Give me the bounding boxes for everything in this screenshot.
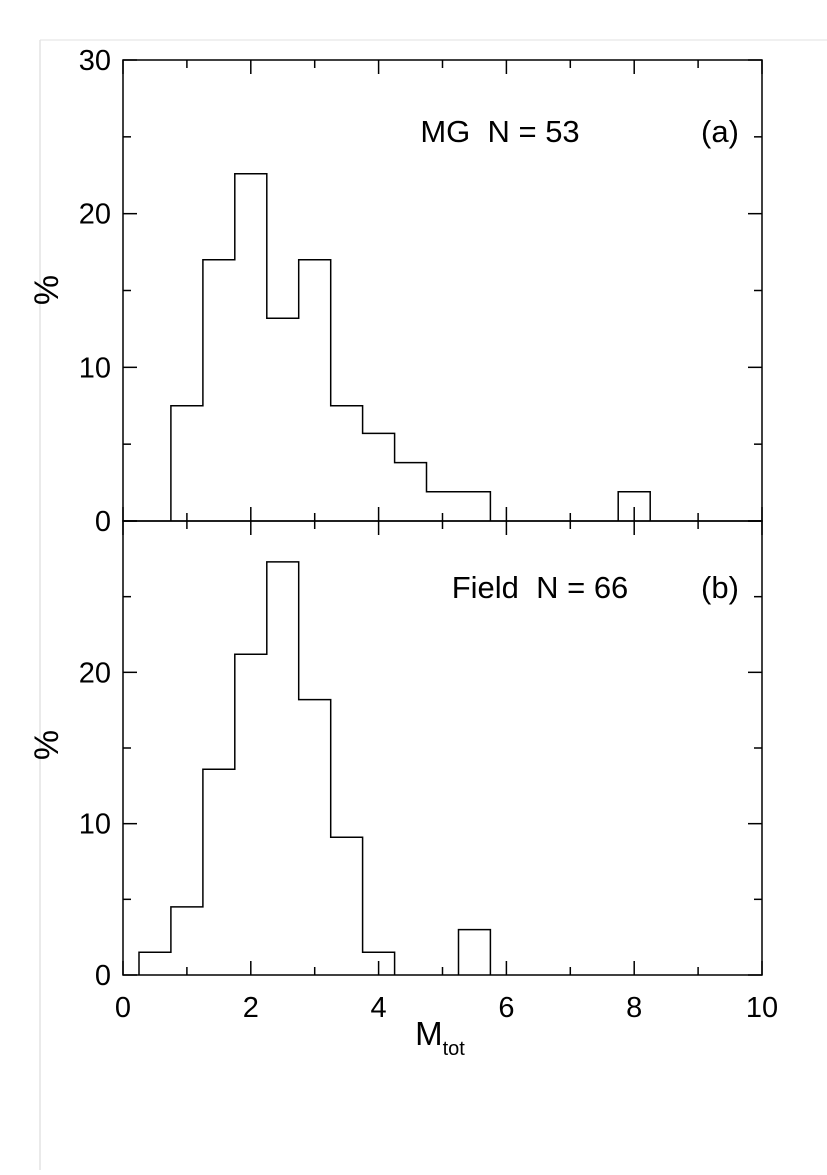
panel-a-label: (a) bbox=[701, 114, 739, 149]
xtick-label: 6 bbox=[498, 992, 514, 1024]
ytick-label: 10 bbox=[79, 809, 111, 841]
ytick-label: 20 bbox=[79, 657, 111, 689]
x-axis-label: Mtot bbox=[415, 1015, 465, 1060]
xtick-label: 0 bbox=[115, 992, 131, 1024]
panel-b-annotation: Field N = 66 bbox=[452, 570, 629, 605]
x-axis-label-main: M bbox=[415, 1015, 443, 1052]
xtick-label: 8 bbox=[626, 992, 642, 1024]
ytick-label: 30 bbox=[79, 45, 111, 77]
panel-b-ylabel: % bbox=[28, 730, 66, 760]
panel-b-ytick-labels: 0 10 20 bbox=[79, 657, 111, 992]
panel-a-ytick-labels: 0 10 20 30 bbox=[79, 45, 111, 538]
panel-b-frame bbox=[122, 520, 763, 976]
ytick-label: 10 bbox=[79, 352, 111, 384]
panel-b-ticks bbox=[122, 520, 763, 976]
xtick-label: 2 bbox=[243, 992, 259, 1024]
xtick-label: 4 bbox=[371, 992, 387, 1024]
xtick-label: 10 bbox=[746, 992, 778, 1024]
ytick-label: 0 bbox=[95, 960, 111, 992]
ytick-label: 0 bbox=[95, 506, 111, 538]
panel-a: 0 10 20 30 % MG N = 53 (a) bbox=[28, 45, 763, 538]
panel-a-histogram-outline bbox=[170, 172, 651, 521]
panel-a-annotation: MG N = 53 bbox=[420, 114, 579, 149]
ytick-label: 20 bbox=[79, 199, 111, 231]
x-axis-label-subscript: tot bbox=[443, 1038, 466, 1060]
panel-b-label: (b) bbox=[701, 570, 739, 605]
panel-b-histogram-outline bbox=[138, 561, 492, 975]
panel-a-ylabel: % bbox=[28, 275, 66, 305]
panel-b-xtick-labels: 0 2 4 6 8 10 bbox=[115, 992, 778, 1024]
panel-b: 0 10 20 0 2 4 6 8 10 % Field N = 66 (b) Mtot bbox=[28, 520, 778, 1060]
